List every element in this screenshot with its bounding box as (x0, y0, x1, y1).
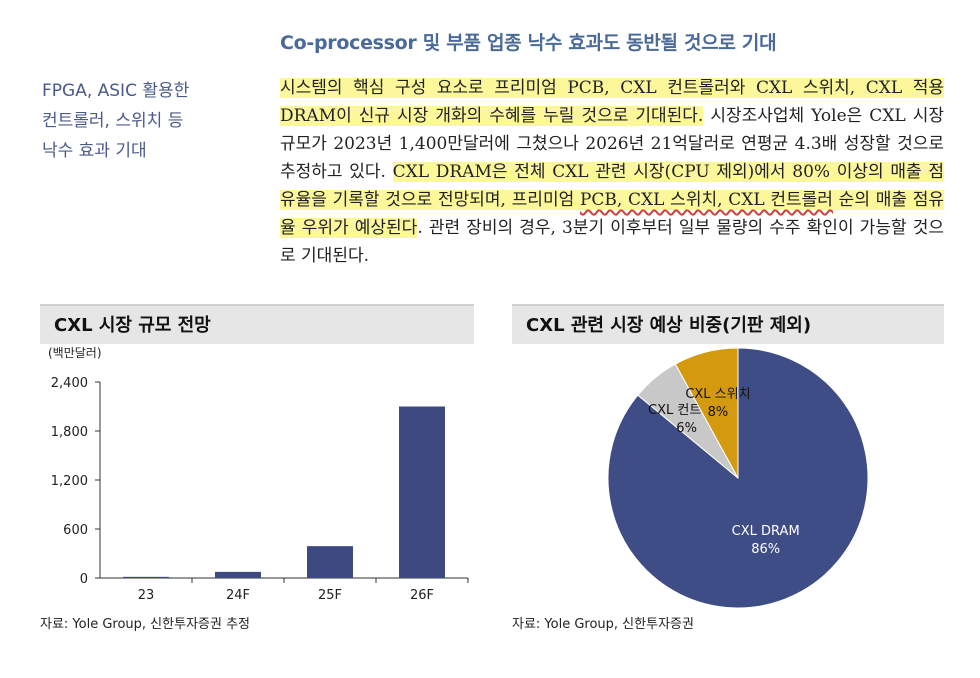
section-heading: Co-processor 및 부품 업종 낙수 효과도 동반될 것으로 기대 (280, 32, 777, 54)
x-tick-label: 24F (226, 588, 250, 603)
x-tick-label: 23 (138, 588, 155, 603)
bar (215, 571, 261, 578)
pie-label: CXL 스위치 (685, 387, 750, 402)
y-tick-label: 600 (63, 523, 88, 538)
sidebar-line: 컨트롤러, 스위치 등 (42, 111, 184, 131)
sidebar-summary: FPGA, ASIC 활용한 컨트롤러, 스위치 등 낙수 효과 기대 (42, 76, 242, 166)
underlined-text: PCB, CXL 스위치, CXL 컨트롤러 (579, 190, 833, 210)
body-text: 시장조사업체 Yole은 CXL 시장 규모가 2023년 1,400만달러에 … (280, 106, 944, 182)
y-tick-label: 2,400 (51, 376, 88, 391)
x-tick-label: 25F (318, 588, 342, 603)
bar-chart-title: CXL 시장 규모 전망 (40, 304, 474, 344)
sidebar-line: FPGA, ASIC 활용한 (42, 81, 190, 101)
bar (123, 576, 169, 578)
pie-value-label: 8% (708, 405, 729, 420)
y-tick-label: 1,800 (51, 425, 88, 440)
x-tick-label: 26F (410, 588, 434, 603)
y-tick-label: 0 (80, 572, 88, 587)
body-paragraph: 시스템의 핵심 구성 요소로 프리미엄 PCB, CXL 컨트롤러와 CXL 스… (280, 74, 944, 270)
sidebar-line: 낙수 효과 기대 (42, 141, 147, 161)
pie-value-label: 6% (676, 421, 697, 436)
bar (307, 546, 353, 578)
pie-label: CXL DRAM (732, 524, 800, 539)
body-text: . 관련 장비의 경우, 3분기 이후부터 일부 물량의 수주 확인이 가능할 … (280, 218, 944, 266)
pie-value-label: 86% (751, 542, 780, 557)
bar-chart-unit: (백만달러) (48, 346, 102, 360)
y-tick-label: 1,200 (51, 474, 88, 489)
bar-chart: 0 600 1,200 1,800 2,400 23 24F 25F 26F (51, 376, 469, 603)
bar (399, 406, 445, 578)
pie-slice (674, 347, 739, 479)
pie-chart-source: 자료: Yole Group, 신한투자증권 (512, 617, 694, 632)
bar-chart-source: 자료: Yole Group, 신한투자증권 추정 (40, 617, 250, 632)
pie-chart-title: CXL 관련 시장 예상 비중(기판 제외) (512, 304, 944, 344)
